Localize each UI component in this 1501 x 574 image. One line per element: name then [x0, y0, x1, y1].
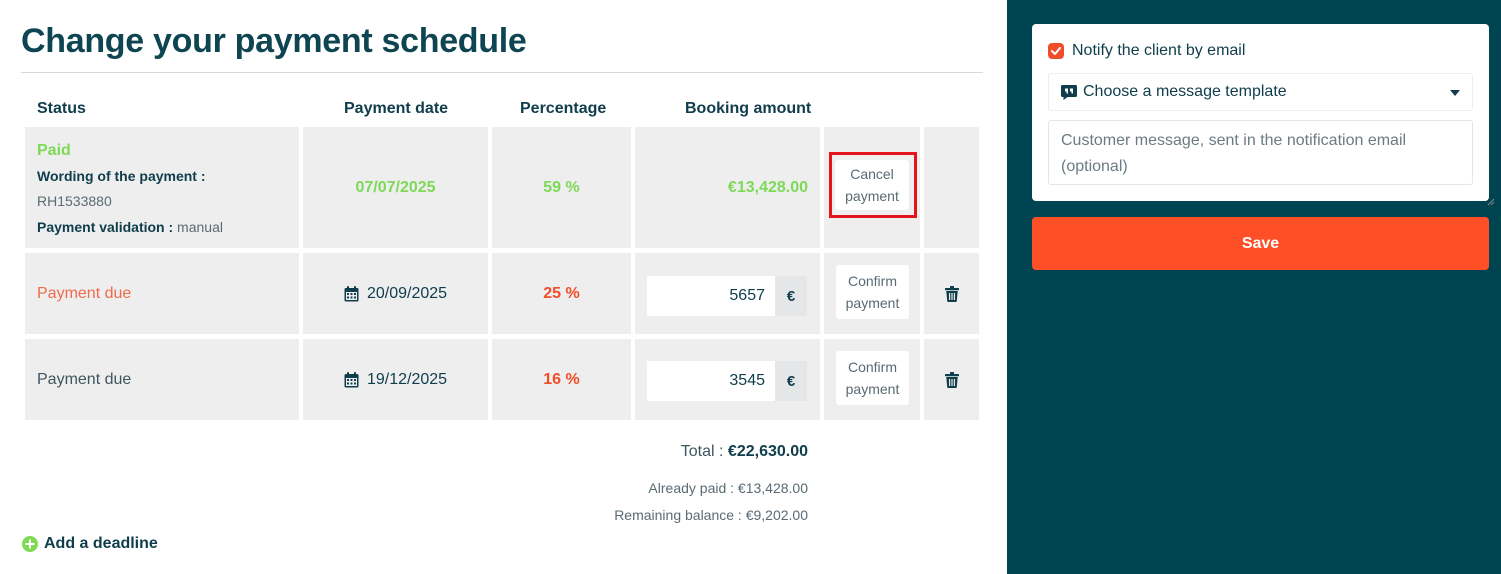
notify-label: Notify the client by email — [1072, 42, 1246, 59]
payment-date: 19/12/2025 — [366, 370, 448, 388]
currency-addon: € — [775, 276, 807, 316]
wording-label: Wording of the payment : — [37, 168, 206, 184]
percentage-value: 25 % — [543, 284, 580, 302]
confirm-payment-button[interactable]: Confirm payment — [836, 351, 909, 405]
amount-cell: € — [635, 339, 820, 420]
total-amount: Total : €22,630.00 — [681, 443, 808, 461]
delete-cell — [924, 339, 979, 420]
status-payment-due: Payment due — [37, 284, 132, 302]
add-deadline-button[interactable]: Add a deadline — [22, 535, 158, 553]
comment-quote-icon — [1061, 84, 1077, 100]
percentage-cell: 25 % — [492, 253, 631, 334]
amount-value: €13,428.00 — [727, 178, 808, 196]
cancel-payment-button[interactable]: Cancel payment — [835, 160, 909, 210]
currency-addon: € — [775, 361, 807, 401]
date-cell[interactable]: 19/12/2025 — [303, 339, 488, 420]
customer-message-field[interactable] — [1048, 120, 1473, 185]
calendar-icon — [344, 285, 359, 301]
total-label: Total : — [680, 443, 724, 460]
template-select-value: Choose a message template — [1083, 83, 1287, 100]
amount-input[interactable] — [647, 361, 775, 401]
resize-grip-icon[interactable] — [1487, 198, 1495, 206]
plus-circle-icon — [22, 536, 38, 552]
main-content: Change your payment schedule Status Paym… — [21, 22, 983, 553]
already-paid: Already paid : €13,428.00 — [648, 480, 808, 496]
notify-client-checkbox[interactable]: Notify the client by email — [1048, 42, 1245, 60]
percentage-value: 59 % — [543, 178, 580, 196]
checkbox[interactable] — [1048, 43, 1064, 59]
message-template-select[interactable]: Choose a message template — [1048, 73, 1473, 111]
header-status: Status — [37, 100, 86, 117]
percentage-cell: 59 % — [492, 127, 631, 248]
amount-cell: € — [635, 253, 820, 334]
save-button[interactable]: Save — [1032, 217, 1489, 270]
wording-value: RH1533880 — [37, 193, 112, 209]
page-title: Change your payment schedule — [21, 22, 527, 60]
trash-icon[interactable] — [944, 285, 959, 302]
add-deadline-label: Add a deadline — [44, 535, 158, 552]
status-cell: Paid Wording of the payment : RH1533880 … — [25, 127, 299, 248]
header-percentage: Percentage — [520, 100, 607, 117]
status-cell: Payment due — [25, 253, 299, 334]
confirm-payment-button[interactable]: Confirm payment — [836, 265, 909, 319]
calendar-icon — [344, 371, 359, 387]
trash-icon[interactable] — [944, 371, 959, 388]
status-paid: Paid — [37, 142, 71, 159]
payment-validation: Payment validation : manual — [37, 219, 223, 235]
caret-down-icon — [1450, 90, 1460, 96]
title-divider — [21, 72, 983, 73]
delete-cell — [924, 253, 979, 334]
status-cell: Payment due — [25, 339, 299, 420]
remaining-balance: Remaining balance : €9,202.00 — [614, 507, 808, 523]
validation-label: Payment validation : — [37, 219, 174, 235]
validation-value: manual — [177, 219, 223, 235]
action-cell: Confirm payment — [824, 253, 920, 334]
amount-input[interactable] — [647, 276, 775, 316]
percentage-cell: 16 % — [492, 339, 631, 420]
date-cell: 07/07/2025 — [303, 127, 488, 248]
notification-panel: Notify the client by email Choose a mess… — [1032, 24, 1495, 206]
action-cell: Cancel payment — [824, 127, 920, 248]
total-value: €22,630.00 — [727, 443, 808, 460]
highlight-box — [829, 152, 917, 218]
payment-date: 20/09/2025 — [366, 284, 448, 302]
header-booking-amount: Booking amount — [685, 100, 812, 117]
header-payment-date: Payment date — [344, 100, 449, 117]
payment-date: 07/07/2025 — [355, 178, 436, 196]
delete-cell — [924, 127, 979, 248]
date-cell[interactable]: 20/09/2025 — [303, 253, 488, 334]
action-cell: Confirm payment — [824, 339, 920, 420]
status-payment-due: Payment due — [37, 370, 132, 388]
percentage-value: 16 % — [543, 370, 580, 388]
check-icon — [1051, 47, 1061, 55]
amount-cell: €13,428.00 — [635, 127, 820, 248]
sidebar: Notify the client by email Choose a mess… — [1007, 0, 1501, 574]
